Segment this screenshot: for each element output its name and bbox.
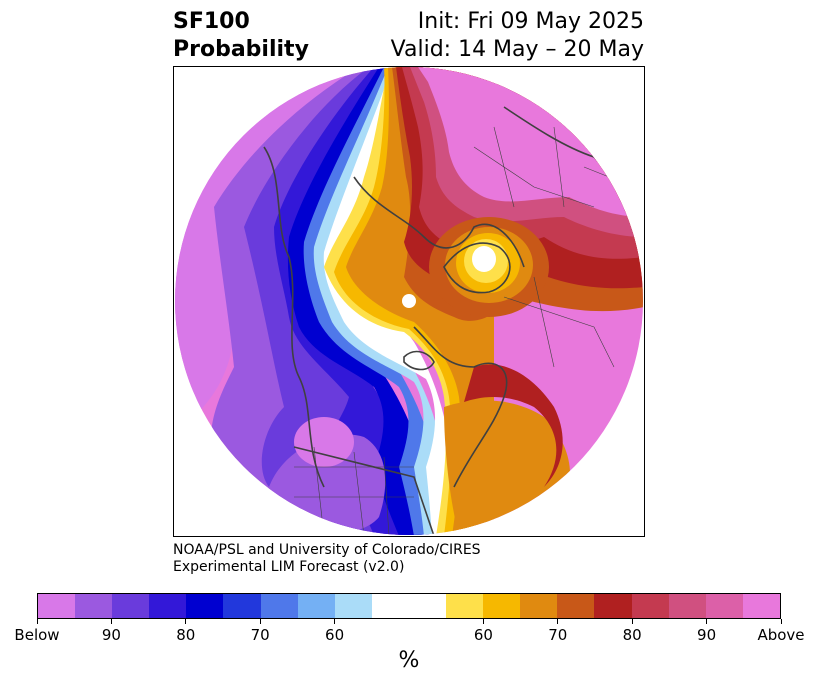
colorbar-segment bbox=[520, 594, 558, 618]
below-region-75 bbox=[287, 67, 429, 535]
colorbar-segment bbox=[408, 594, 447, 618]
polar-map bbox=[175, 67, 643, 535]
colorbar-segment bbox=[483, 594, 521, 618]
colorbar-tick-label: 90 bbox=[697, 626, 717, 644]
colorbar-segment bbox=[668, 594, 706, 618]
chart-title: SF100 Probability bbox=[173, 8, 309, 64]
colorbar-units: % bbox=[398, 648, 420, 673]
colorbar-segment bbox=[334, 594, 372, 618]
colorbar-tickmark bbox=[557, 619, 559, 624]
colorbar-segment bbox=[371, 594, 409, 618]
init-date: Init: Fri 09 May 2025 bbox=[417, 9, 644, 34]
map-panel bbox=[173, 66, 645, 537]
colorbar-tick-label: Above bbox=[757, 626, 805, 644]
credit-line-1: NOAA/PSL and University of Colorado/CIRE… bbox=[173, 542, 481, 558]
colorbar-tickmark bbox=[706, 619, 708, 624]
forecast-dates: Init: Fri 09 May 2025 Valid: 14 May – 20… bbox=[391, 8, 644, 64]
colorbar-tick-label: 80 bbox=[622, 626, 642, 644]
colorbar-tickmark bbox=[185, 619, 187, 624]
credit: NOAA/PSL and University of Colorado/CIRE… bbox=[173, 542, 481, 576]
below-region-65 bbox=[303, 67, 436, 535]
colorbar-segment bbox=[223, 594, 261, 618]
title-line-1: SF100 bbox=[173, 9, 250, 34]
colorbar-segment bbox=[75, 594, 113, 618]
probability-field bbox=[175, 67, 643, 535]
colorbar-tickmark bbox=[110, 619, 112, 624]
colorbar-tick-label: Below bbox=[14, 626, 60, 644]
colorbar-tickmark bbox=[780, 619, 782, 624]
colorbar-tickmark bbox=[334, 619, 336, 624]
title-line-2: Probability bbox=[173, 37, 309, 62]
colorbar-segment bbox=[297, 594, 335, 618]
colorbar-tickmark bbox=[259, 619, 261, 624]
below-region-far bbox=[175, 67, 354, 535]
valid-date: Valid: 14 May – 20 May bbox=[390, 37, 644, 62]
colorbar-tick-label: 70 bbox=[548, 626, 568, 644]
colorbar-tickmark bbox=[36, 619, 38, 624]
colorbar-segment bbox=[594, 594, 632, 618]
colorbar-tickmark bbox=[631, 619, 633, 624]
colorbar-segment bbox=[149, 594, 187, 618]
credit-line-2: Experimental LIM Forecast (v2.0) bbox=[173, 559, 405, 575]
colorbar-segment bbox=[557, 594, 595, 618]
colorbar-segment bbox=[260, 594, 298, 618]
colorbar-segment bbox=[705, 594, 743, 618]
colorbar-tick-label: 80 bbox=[176, 626, 196, 644]
colorbar-segment bbox=[186, 594, 224, 618]
colorbar-tick-label: 60 bbox=[325, 626, 345, 644]
borders bbox=[294, 126, 635, 535]
colorbar-segment bbox=[38, 594, 76, 618]
colorbar-tick-label: 70 bbox=[250, 626, 270, 644]
north-pole-marker bbox=[402, 294, 416, 308]
warm-spot-center bbox=[472, 246, 496, 272]
colorbar-tickmark bbox=[482, 619, 484, 624]
colorbar-segment bbox=[631, 594, 669, 618]
south-warm-red bbox=[464, 364, 563, 487]
colorbar-segment bbox=[112, 594, 150, 618]
colorbar-segment bbox=[742, 594, 780, 618]
colorbar bbox=[37, 593, 781, 619]
colorbar-tick-label: 90 bbox=[101, 626, 121, 644]
colorbar-tick-label: 60 bbox=[473, 626, 493, 644]
colorbar-segment bbox=[446, 594, 484, 618]
